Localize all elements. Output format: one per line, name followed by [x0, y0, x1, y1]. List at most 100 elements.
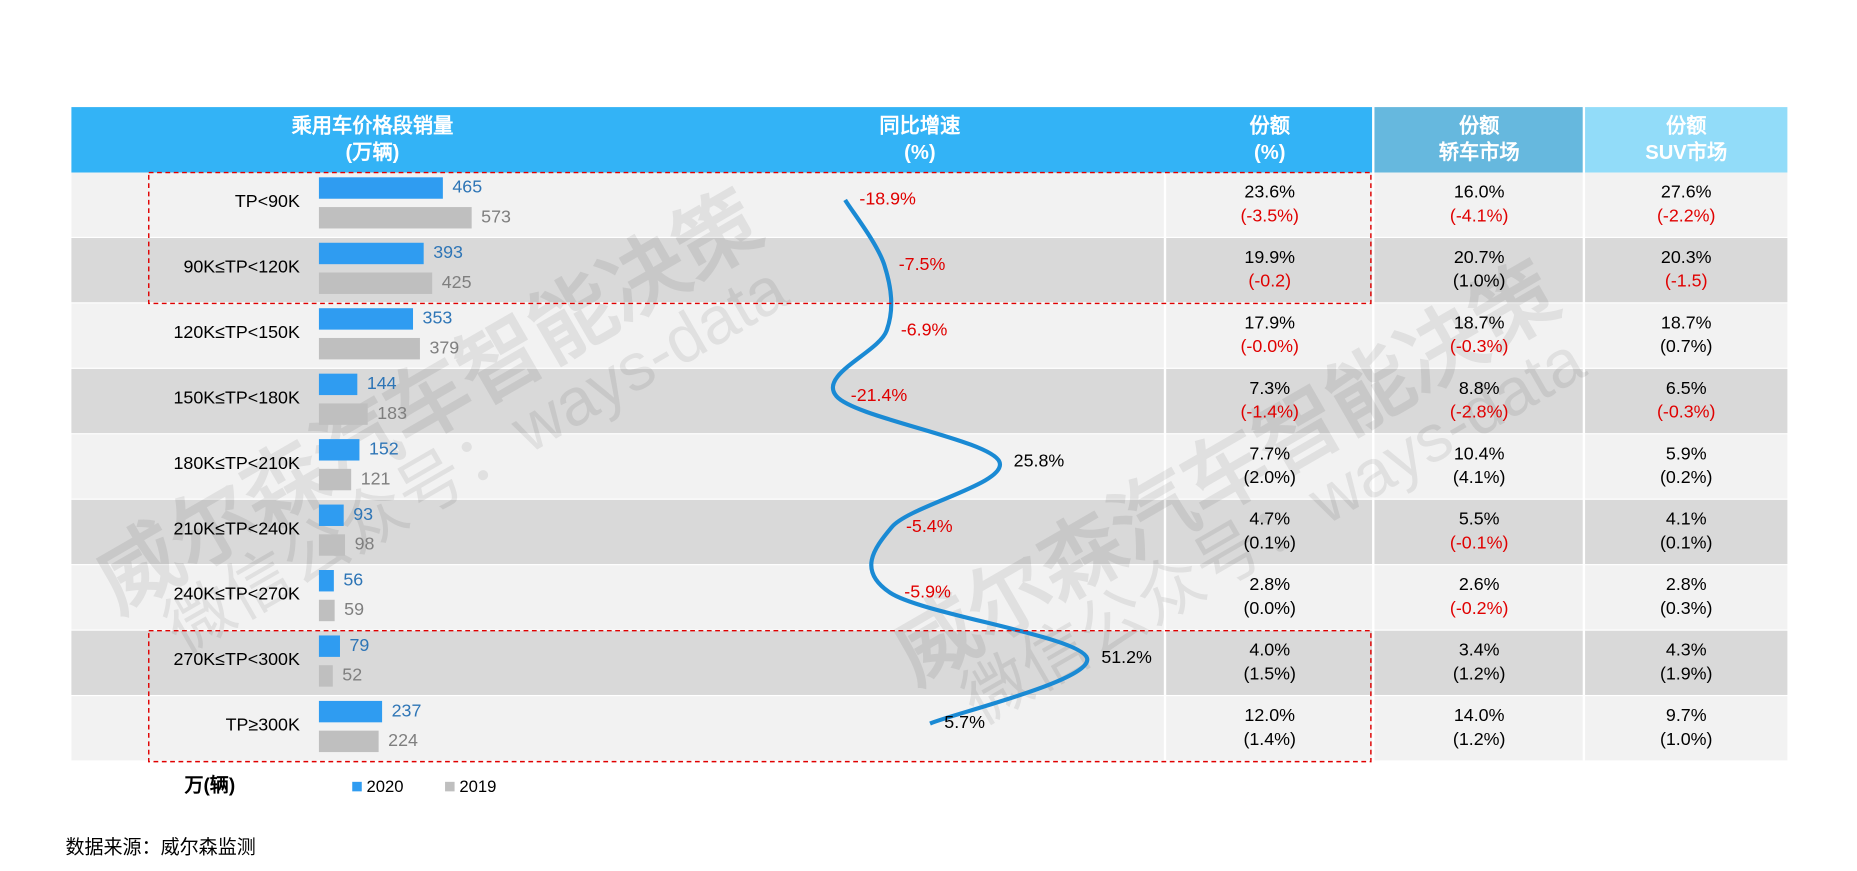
share-cell: 23.6% [1244, 181, 1295, 201]
share-cell: (-1.4%) [1240, 402, 1299, 422]
row-bg [1374, 630, 1583, 695]
growth-label: -21.4% [851, 385, 908, 405]
value-label: 59 [344, 599, 364, 619]
legend-label: 2020 [367, 777, 404, 796]
header-text: 份额 [1666, 114, 1707, 138]
bar [318, 207, 472, 229]
bar [318, 635, 340, 657]
source: 数据来源：威尔森监测 [65, 837, 255, 859]
value-label: 237 [392, 700, 422, 720]
share-cell: 4.0% [1249, 640, 1290, 660]
share-cell: 18.7% [1454, 312, 1505, 332]
share-cell: (-0.1%) [1450, 533, 1509, 553]
row-bg [1374, 696, 1583, 761]
share-cell: 10.4% [1454, 443, 1505, 463]
bar [318, 599, 335, 622]
share-cell: 2.6% [1459, 574, 1500, 594]
header-text: (%) [904, 142, 935, 164]
row-bg [1585, 630, 1788, 695]
share-cell: 2.8% [1666, 574, 1707, 594]
share-cell: (-2.8%) [1450, 402, 1509, 422]
share-cell: 17.9% [1244, 312, 1295, 332]
header-bg [1374, 107, 1583, 173]
legend-swatch [445, 781, 455, 792]
share-cell: 14.0% [1454, 705, 1505, 725]
row-bg [1166, 434, 1373, 499]
row-bg [71, 303, 1164, 368]
value-label: 52 [342, 665, 362, 685]
value-label: 98 [355, 534, 375, 554]
bar [318, 439, 360, 461]
share-cell: (0.0%) [1243, 598, 1296, 618]
share-cell: (-4.1%) [1450, 205, 1509, 225]
growth-label: -6.9% [901, 320, 948, 340]
value-label: 183 [377, 403, 407, 423]
share-cell: 6.5% [1666, 378, 1707, 398]
share-cell: 4.7% [1249, 509, 1290, 529]
row-bg [71, 434, 1164, 499]
share-cell: 27.6% [1661, 181, 1712, 201]
bar [318, 403, 368, 425]
row-bg [1374, 172, 1583, 237]
share-cell: (-3.5%) [1240, 205, 1299, 225]
header-text: 同比增速 [879, 114, 961, 138]
share-cell: (-0.3%) [1657, 402, 1716, 422]
row-bg [1166, 238, 1373, 303]
growth-line [831, 198, 1090, 726]
row-bg [1166, 368, 1373, 434]
bar [318, 242, 424, 265]
share-cell: (-0.0%) [1240, 336, 1299, 356]
bar [318, 504, 344, 526]
value-label: 425 [442, 272, 472, 292]
row-bg [1166, 696, 1373, 761]
share-cell: 18.7% [1661, 312, 1712, 332]
share-cell: 5.5% [1459, 509, 1500, 529]
share-cell: (1.9%) [1660, 663, 1713, 683]
growth-label: 5.7% [944, 712, 985, 732]
row-bg [71, 565, 1164, 630]
row-bg [1585, 434, 1788, 499]
row-bg [1585, 238, 1788, 303]
value-label: 353 [423, 308, 453, 328]
share-cell: 20.7% [1454, 247, 1505, 267]
row-bg [1166, 303, 1373, 368]
share-cell: 19.9% [1244, 247, 1295, 267]
header-text: (%) [1254, 142, 1285, 164]
row-bg [71, 499, 1164, 565]
category-label: 180K≤TP<210K [174, 453, 300, 473]
row-bg [1374, 238, 1583, 303]
share-cell: 2.8% [1249, 574, 1290, 594]
growth-label: -7.5% [899, 254, 946, 274]
share-cell: (-0.2%) [1450, 598, 1509, 618]
growth-label: 51.2% [1101, 647, 1152, 667]
row-bg [71, 172, 1164, 237]
bar [318, 468, 352, 491]
share-cell: 7.3% [1249, 378, 1290, 398]
category-label: 150K≤TP<180K [174, 387, 300, 407]
row-bg [1374, 565, 1583, 630]
share-cell: (1.2%) [1453, 729, 1506, 749]
row-bg [1166, 499, 1373, 565]
row-bg [1374, 368, 1583, 434]
share-cell: 20.3% [1661, 247, 1712, 267]
row-bg [71, 630, 1164, 695]
share-cell: (-0.3%) [1450, 336, 1509, 356]
share-cell: 4.3% [1666, 640, 1707, 660]
share-cell: 5.9% [1666, 443, 1707, 463]
value-label: 144 [367, 373, 397, 393]
growth-label: -5.4% [906, 516, 953, 536]
share-cell: (0.2%) [1660, 467, 1713, 487]
row-bg [1374, 434, 1583, 499]
row-bg [71, 238, 1164, 303]
row-bg [71, 368, 1164, 434]
bar [318, 534, 346, 556]
row-bg [1374, 303, 1583, 368]
category-label: TP≥300K [226, 715, 300, 735]
header-text: SUV市场 [1645, 140, 1727, 164]
row-bg [1166, 630, 1373, 695]
header-text: 轿车市场 [1439, 140, 1520, 164]
share-cell: (0.1%) [1660, 533, 1713, 553]
header-text: (万辆) [346, 140, 400, 164]
